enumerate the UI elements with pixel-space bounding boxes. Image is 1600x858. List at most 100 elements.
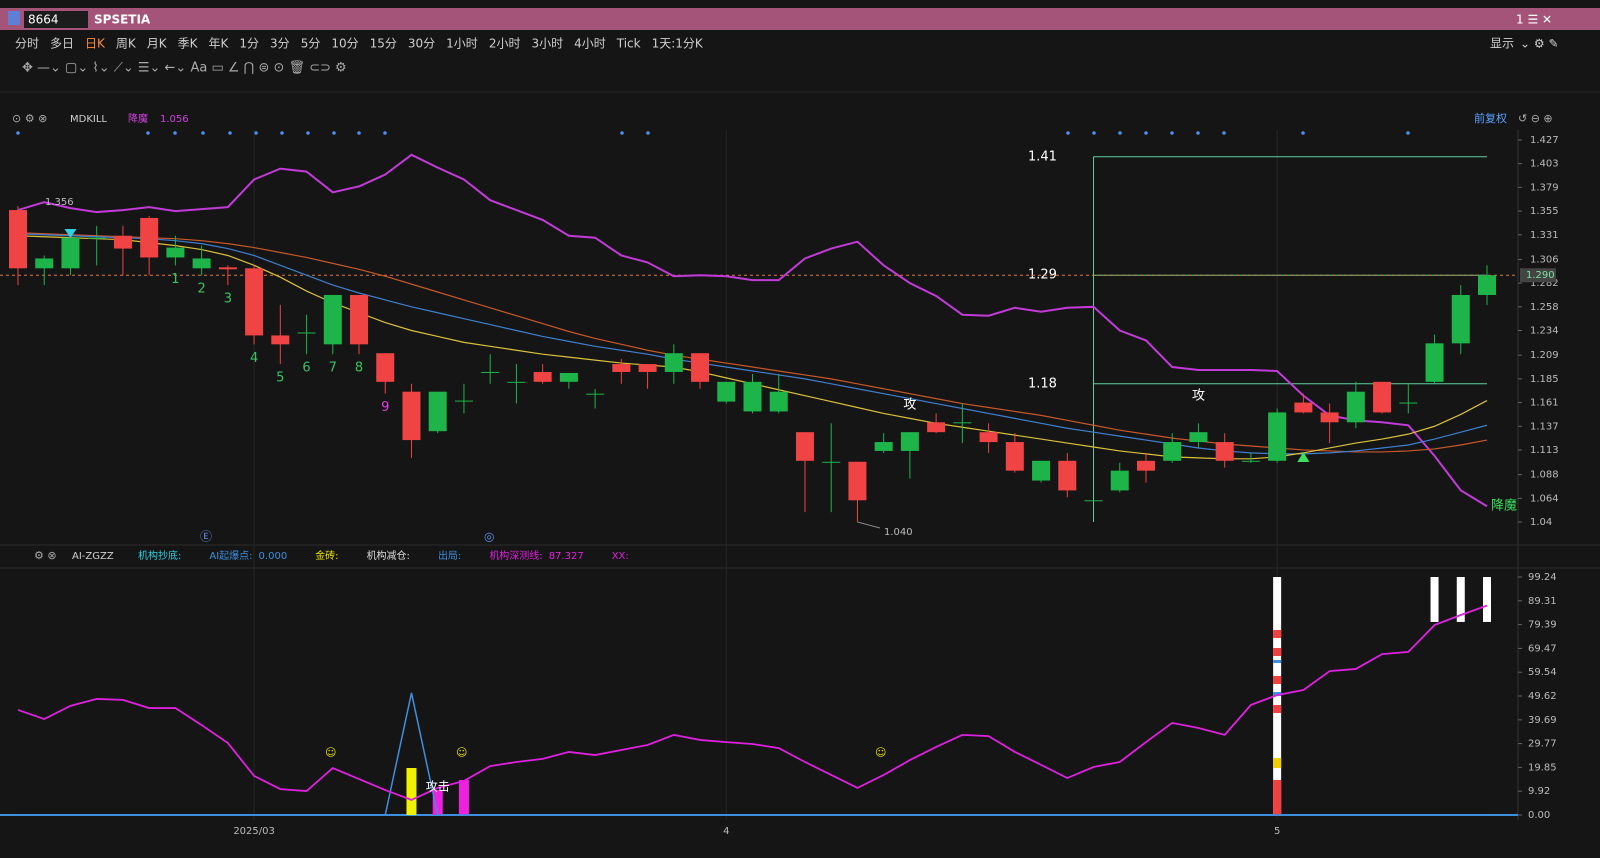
- period-tab[interactable]: 周K: [116, 37, 137, 51]
- candle-body: [245, 268, 264, 336]
- y-tick-label: 79.39: [1528, 620, 1557, 631]
- candle-body: [848, 461, 867, 501]
- buy-triangle: [1297, 452, 1310, 462]
- period-tab[interactable]: 季K: [178, 37, 199, 51]
- candle-body: [1268, 412, 1287, 461]
- y-tick-label: 1.306: [1530, 254, 1559, 265]
- candle-body: [113, 235, 132, 249]
- window-controls[interactable]: 1 ☰ ✕: [1516, 13, 1552, 27]
- event-icon: Ⓔ: [200, 530, 212, 544]
- field-label: 机构减仓:: [367, 549, 410, 562]
- period-tab[interactable]: 4小时: [574, 37, 606, 51]
- y-tick-label: 1.088: [1530, 470, 1559, 481]
- y-tick-label: 1.355: [1530, 206, 1559, 217]
- field-value: 0.000: [259, 551, 288, 562]
- code-input[interactable]: [24, 11, 88, 28]
- period-tab[interactable]: 年K: [209, 37, 230, 51]
- signal-dot: [228, 131, 232, 135]
- period-tab[interactable]: Tick: [616, 37, 641, 51]
- menu-icon[interactable]: [8, 11, 20, 25]
- candle-body: [638, 364, 657, 372]
- y-tick-label: 69.47: [1528, 643, 1557, 654]
- column-segment: [1273, 648, 1282, 656]
- period-tab[interactable]: 3小时: [531, 37, 563, 51]
- signal-dot: [1066, 131, 1070, 135]
- candle-body: [664, 353, 683, 372]
- panel-icons[interactable]: ⊙ ⚙ ⊗: [12, 112, 47, 125]
- signal-dot: [201, 131, 205, 135]
- period-tab[interactable]: 月K: [147, 37, 168, 51]
- smiley: ☺: [875, 746, 886, 759]
- code: 8664: [28, 13, 59, 27]
- title-bar: [0, 8, 1600, 30]
- period-tab[interactable]: 10分: [331, 37, 358, 51]
- level-label: 1.18: [1028, 376, 1057, 391]
- candle-body: [691, 353, 710, 382]
- period-tab[interactable]: 1小时: [446, 37, 478, 51]
- period-tab[interactable]: 15分: [370, 37, 397, 51]
- smiley: ☺: [325, 746, 336, 759]
- candle-body: [61, 237, 80, 269]
- adjust-mode[interactable]: 前复权: [1474, 111, 1507, 125]
- indicator-line: [17, 233, 1488, 455]
- white-column: [1430, 577, 1439, 622]
- candle-body: [1163, 442, 1182, 461]
- candle-body: [953, 422, 972, 424]
- line-end-label: 降魔: [1491, 499, 1517, 514]
- signal-dot: [1301, 131, 1305, 135]
- candle-body: [743, 381, 762, 412]
- line-value: 1.056: [160, 114, 189, 125]
- signal-dot: [646, 131, 650, 135]
- period-tab[interactable]: 分时: [15, 37, 39, 51]
- y-tick-label: 1.331: [1530, 230, 1559, 241]
- level-label: 1.41: [1028, 149, 1057, 164]
- indicator-line: [17, 153, 1488, 508]
- panel-icons[interactable]: ⚙ ⊗: [34, 549, 57, 562]
- drawing-tools[interactable]: ✥ —⌄ ▢⌄ ⌇⌄ ⟋⌄ ☰⌄ ←⌄ Aa ▭ ∠ ⋂ ⊜ ⊙ 🗑 ⊂⊃ ⚙: [22, 60, 347, 76]
- x-tick-label: 5: [1274, 826, 1280, 837]
- period-tab[interactable]: 1天:1分K: [652, 37, 704, 51]
- count-label: 9: [381, 400, 389, 415]
- signal-bar: [432, 790, 443, 815]
- y-tick-label: 1.427: [1530, 135, 1559, 146]
- period-tab[interactable]: 1分: [239, 37, 259, 51]
- candle-body: [218, 267, 237, 270]
- candle-body: [1136, 460, 1155, 471]
- candle-body: [402, 391, 421, 441]
- field-label: AI起爆点:: [209, 550, 252, 562]
- panel-controls[interactable]: ↺ ⊖ ⊕: [1518, 112, 1553, 125]
- period-tab[interactable]: 日K: [85, 37, 106, 51]
- y-tick-label: 1.113: [1530, 445, 1559, 456]
- y-tick-label: 1.137: [1530, 421, 1559, 432]
- candle-body: [927, 422, 946, 433]
- period-tab[interactable]: 30分: [408, 37, 435, 51]
- candle-body: [979, 432, 998, 443]
- candle-body: [717, 381, 736, 402]
- candle-body: [9, 210, 27, 269]
- signal-dot: [1170, 131, 1174, 135]
- candle-body: [297, 332, 316, 334]
- display-menu[interactable]: 显示: [1490, 37, 1514, 51]
- period-tab[interactable]: 3分: [270, 37, 290, 51]
- candle-body: [1399, 402, 1418, 404]
- toolbar-icons[interactable]: ⌄ ⚙ ✎: [1520, 37, 1559, 51]
- x-tick-label: 4: [723, 826, 729, 837]
- signal-dot: [280, 131, 284, 135]
- indicator-line: [17, 232, 1488, 453]
- line-name: 降魔: [128, 112, 148, 125]
- deep-line: [17, 604, 1488, 801]
- signal-dot: [357, 131, 361, 135]
- signal-dot: [332, 131, 336, 135]
- low-mark-line: [857, 521, 881, 529]
- column-segment: [1273, 692, 1282, 696]
- signal-dot: [146, 131, 150, 135]
- period-tab[interactable]: 多日: [50, 37, 74, 51]
- indicator-name: MDKILL: [70, 114, 107, 125]
- period-tab[interactable]: 2小时: [489, 37, 521, 51]
- field-label: 出局:: [438, 549, 461, 562]
- signal-dot: [1222, 131, 1226, 135]
- period-tab[interactable]: 5分: [301, 37, 321, 51]
